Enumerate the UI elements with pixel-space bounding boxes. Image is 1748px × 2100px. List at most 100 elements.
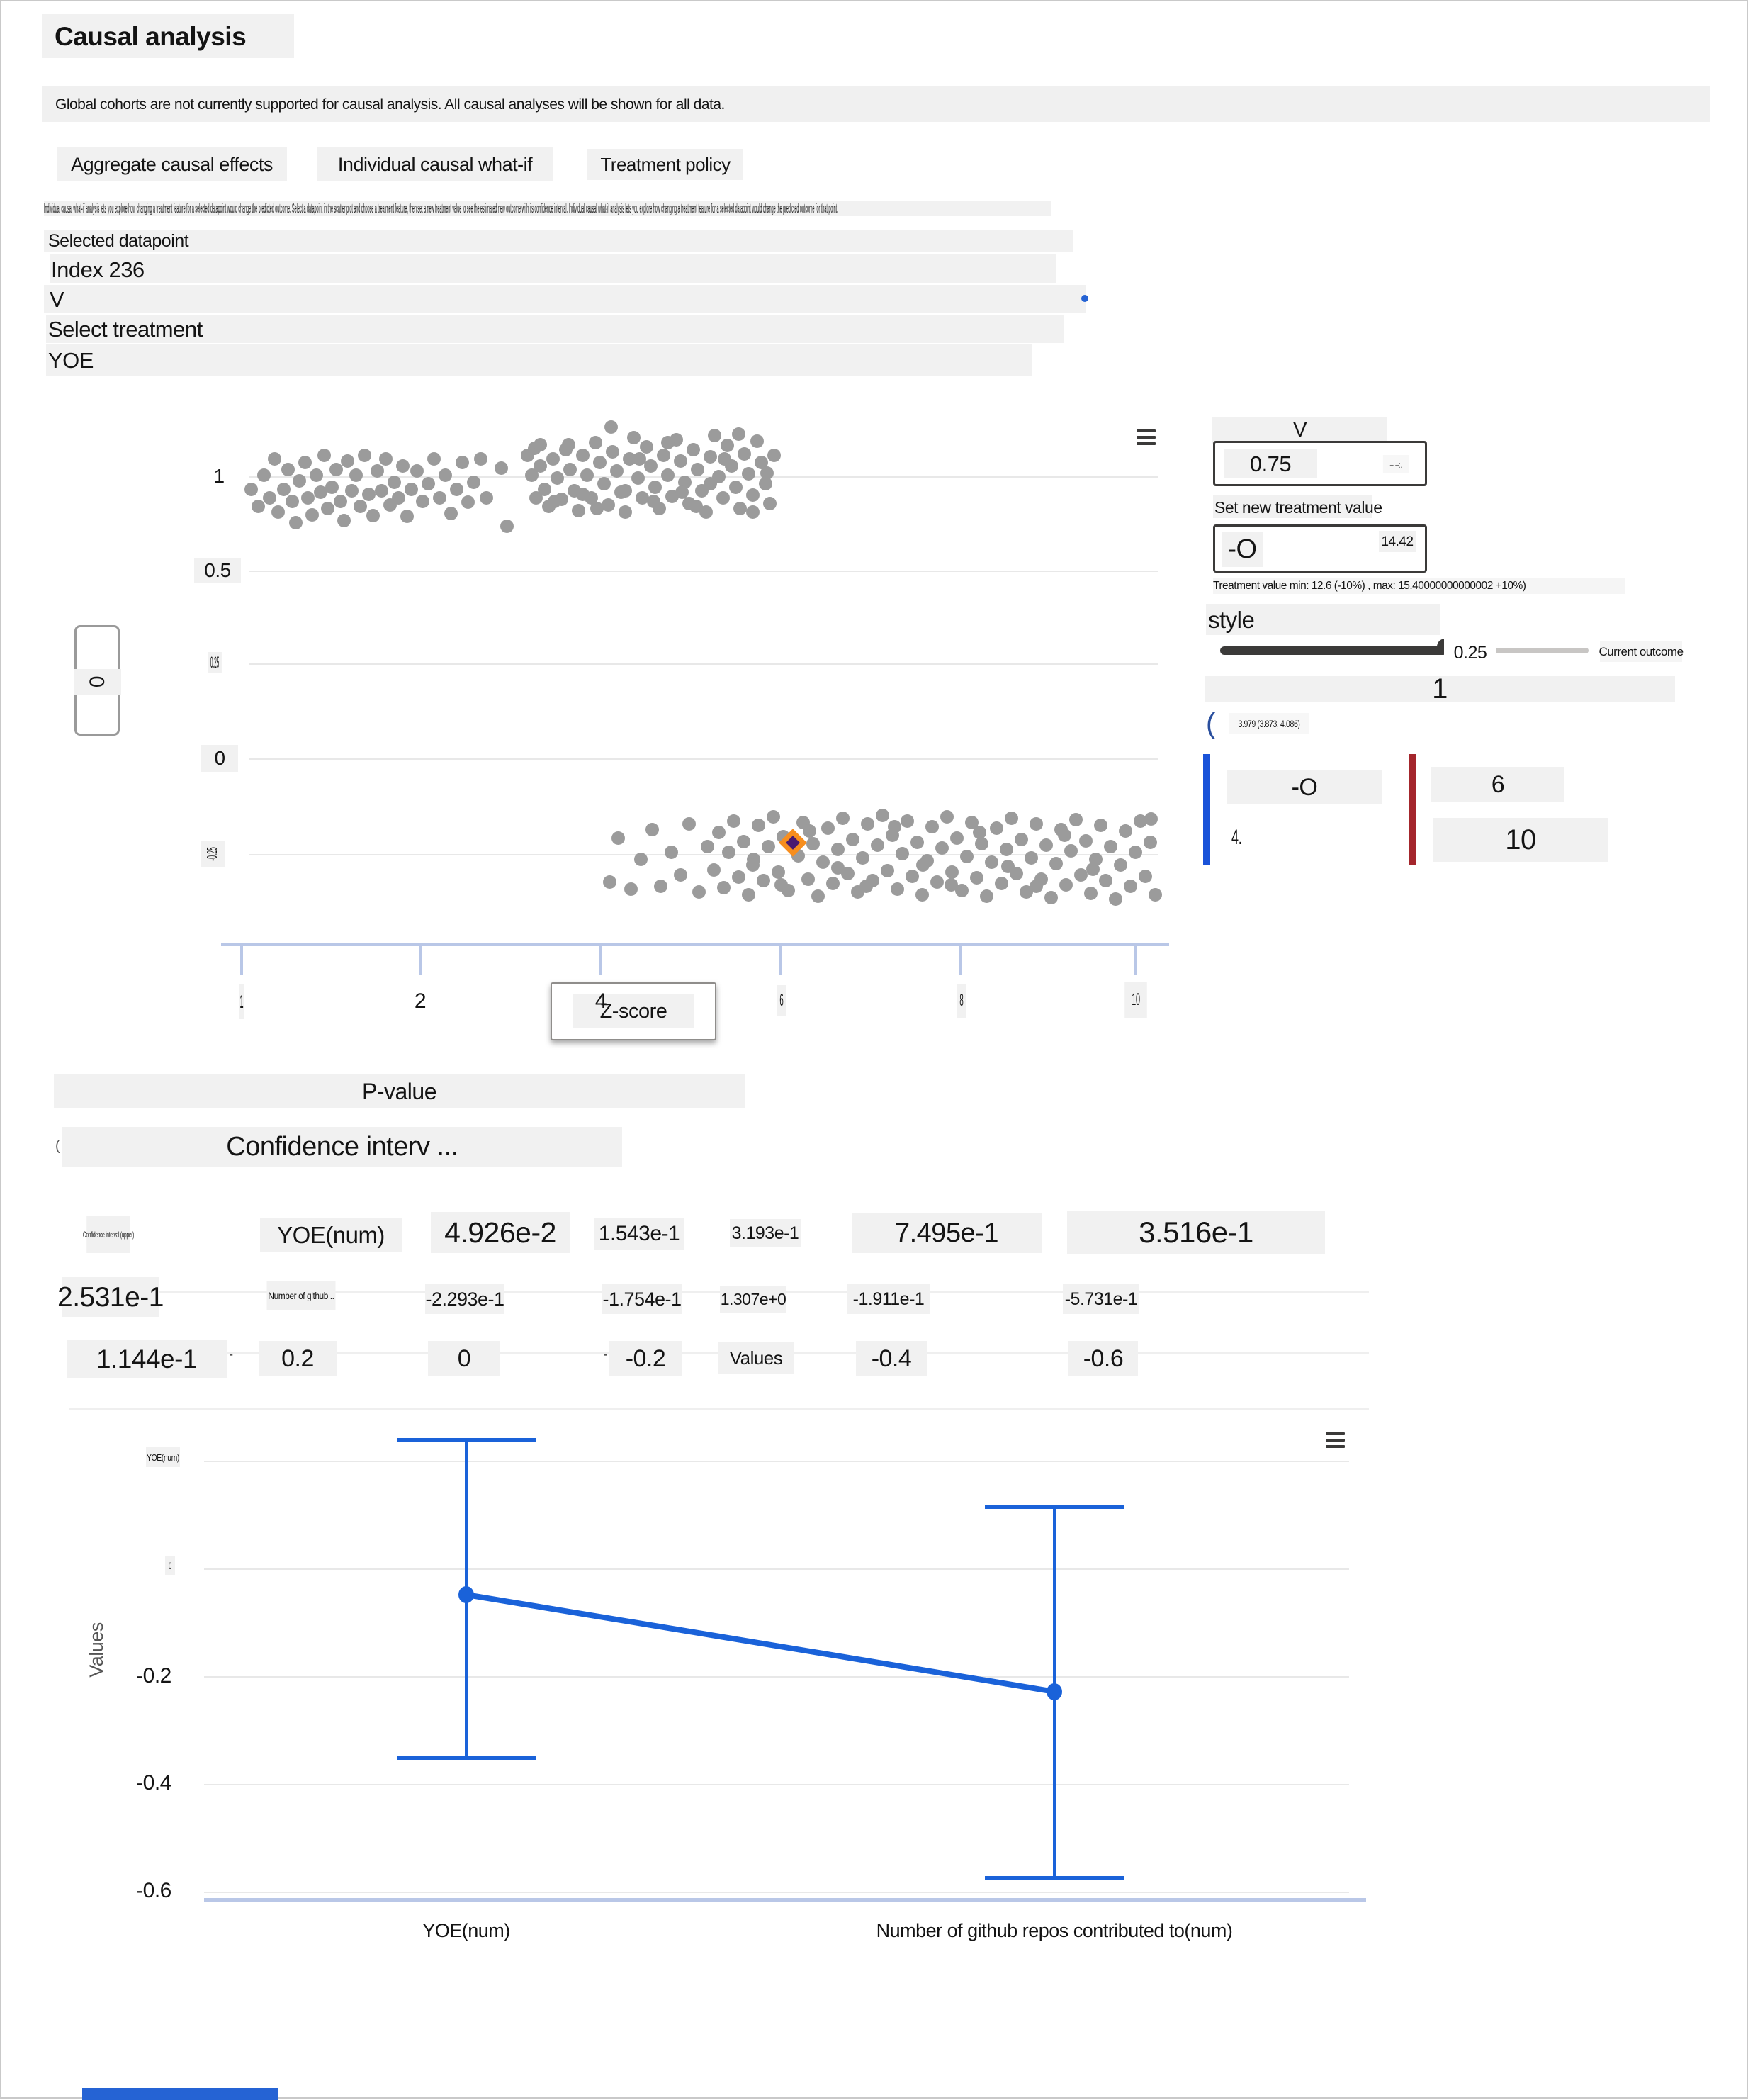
scatter-point[interactable] <box>645 823 659 836</box>
scatter-point[interactable] <box>915 888 929 902</box>
scatter-point[interactable] <box>334 495 347 508</box>
scatter-point[interactable] <box>525 468 539 482</box>
scatter-point[interactable] <box>551 471 564 485</box>
scatter-point[interactable] <box>647 495 660 508</box>
scatter-point[interactable] <box>737 835 750 848</box>
scatter-point[interactable] <box>1030 880 1043 893</box>
scatter-point[interactable] <box>691 463 704 476</box>
scatter-point[interactable] <box>521 449 534 462</box>
scatter-point[interactable] <box>1104 840 1117 853</box>
scatter-point[interactable] <box>439 468 452 482</box>
scatter-point[interactable] <box>277 483 291 496</box>
scatter-point[interactable] <box>563 463 577 476</box>
scatter-point[interactable] <box>1139 870 1152 883</box>
scatter-point[interactable] <box>1044 891 1058 904</box>
scatter-point[interactable] <box>721 439 734 452</box>
scatter-point[interactable] <box>648 481 662 494</box>
scatter-point[interactable] <box>627 431 641 444</box>
scatter-point[interactable] <box>945 878 958 892</box>
scatter-point[interactable] <box>427 452 441 466</box>
scatter-point[interactable] <box>767 449 781 462</box>
scatter-point[interactable] <box>975 837 988 850</box>
scatter-point[interactable] <box>704 450 717 464</box>
scatter-point[interactable] <box>763 497 777 510</box>
scatter-point[interactable] <box>562 438 575 451</box>
scatter-point[interactable] <box>891 882 904 896</box>
scatter-point[interactable] <box>831 843 845 856</box>
scatter-point[interactable] <box>704 477 717 490</box>
scatter-point[interactable] <box>1079 834 1093 848</box>
scatter-point[interactable] <box>738 447 751 461</box>
scatter-point[interactable] <box>687 443 700 456</box>
scatter-point[interactable] <box>965 816 979 829</box>
scatter-point[interactable] <box>746 858 760 872</box>
scatter-point[interactable] <box>416 495 429 508</box>
scatter-point[interactable] <box>916 858 930 872</box>
scatter-point[interactable] <box>1064 844 1078 858</box>
scatter-point[interactable] <box>593 456 607 469</box>
scatter-point[interactable] <box>1099 874 1112 887</box>
scatter-point[interactable] <box>674 868 687 882</box>
scatter-point[interactable] <box>1114 858 1127 872</box>
scatter-point[interactable] <box>930 875 944 889</box>
scatter-point[interactable] <box>955 884 969 897</box>
legend-label-new-outcome[interactable]: -O <box>1227 770 1382 804</box>
scatter-point[interactable] <box>619 484 632 498</box>
scatter-point[interactable] <box>759 477 772 490</box>
scatter-point[interactable] <box>1049 857 1063 870</box>
scatter-point[interactable] <box>474 452 487 466</box>
ci-point-estimate[interactable] <box>458 1586 474 1604</box>
scatter-point[interactable] <box>610 464 624 478</box>
scatter-point[interactable] <box>1144 836 1157 849</box>
scatter-point[interactable] <box>742 467 755 481</box>
scatter-point[interactable] <box>495 461 508 475</box>
scatter-point[interactable] <box>624 882 638 896</box>
scatter-point[interactable] <box>366 509 380 522</box>
scatter-point[interactable] <box>1030 817 1043 831</box>
scatter-point[interactable] <box>329 463 343 476</box>
scatter-point[interactable] <box>746 488 760 502</box>
scatter-point[interactable] <box>644 459 658 473</box>
scatter-point[interactable] <box>480 491 493 505</box>
outcome-dropdown[interactable]: V <box>50 286 64 312</box>
scatter-point[interactable] <box>1144 812 1158 826</box>
scatter-point[interactable] <box>925 820 939 833</box>
scatter-point[interactable] <box>388 476 401 489</box>
scatter-point[interactable] <box>500 520 514 533</box>
scatter-point[interactable] <box>767 810 780 824</box>
scatter-point[interactable] <box>896 847 909 860</box>
scatter-point[interactable] <box>375 484 388 498</box>
scatter-point[interactable] <box>244 483 258 496</box>
scatter-point[interactable] <box>689 500 703 513</box>
scatter-point[interactable] <box>534 459 547 473</box>
scatter-point[interactable] <box>433 491 446 505</box>
scatter-point[interactable] <box>881 864 894 877</box>
scatter-point[interactable] <box>529 491 543 505</box>
scatter-point[interactable] <box>727 814 740 828</box>
scatter-point[interactable] <box>801 872 815 886</box>
scatter-point[interactable] <box>371 464 384 478</box>
scatter-point[interactable] <box>1001 860 1015 873</box>
scatter-point[interactable] <box>602 498 615 512</box>
scatter-point[interactable] <box>722 846 735 859</box>
scatter-point[interactable] <box>1086 863 1100 876</box>
scatter-point[interactable] <box>1059 878 1073 892</box>
scatter-point[interactable] <box>973 826 986 839</box>
spin-hint-squished[interactable]: -- --:. <box>1382 455 1409 473</box>
scatter-point[interactable] <box>611 831 625 845</box>
scatter-y-axis-button[interactable]: 0 <box>74 625 121 736</box>
scatter-point[interactable] <box>717 881 731 894</box>
scatter-point[interactable] <box>906 870 919 883</box>
scatter-point[interactable] <box>400 510 414 523</box>
scatter-point[interactable] <box>619 505 632 519</box>
scatter-point[interactable] <box>305 508 319 522</box>
scatter-point[interactable] <box>665 846 678 859</box>
scatter-point[interactable] <box>268 452 281 466</box>
scatter-x-axis-button[interactable]: Z-score <box>551 982 716 1040</box>
scatter-point[interactable] <box>341 454 354 468</box>
scatter-point[interactable] <box>960 850 974 863</box>
scatter-point[interactable] <box>757 874 770 887</box>
scatter-point[interactable] <box>762 840 775 853</box>
scatter-point[interactable] <box>732 427 745 441</box>
scatter-point[interactable] <box>1124 880 1137 893</box>
